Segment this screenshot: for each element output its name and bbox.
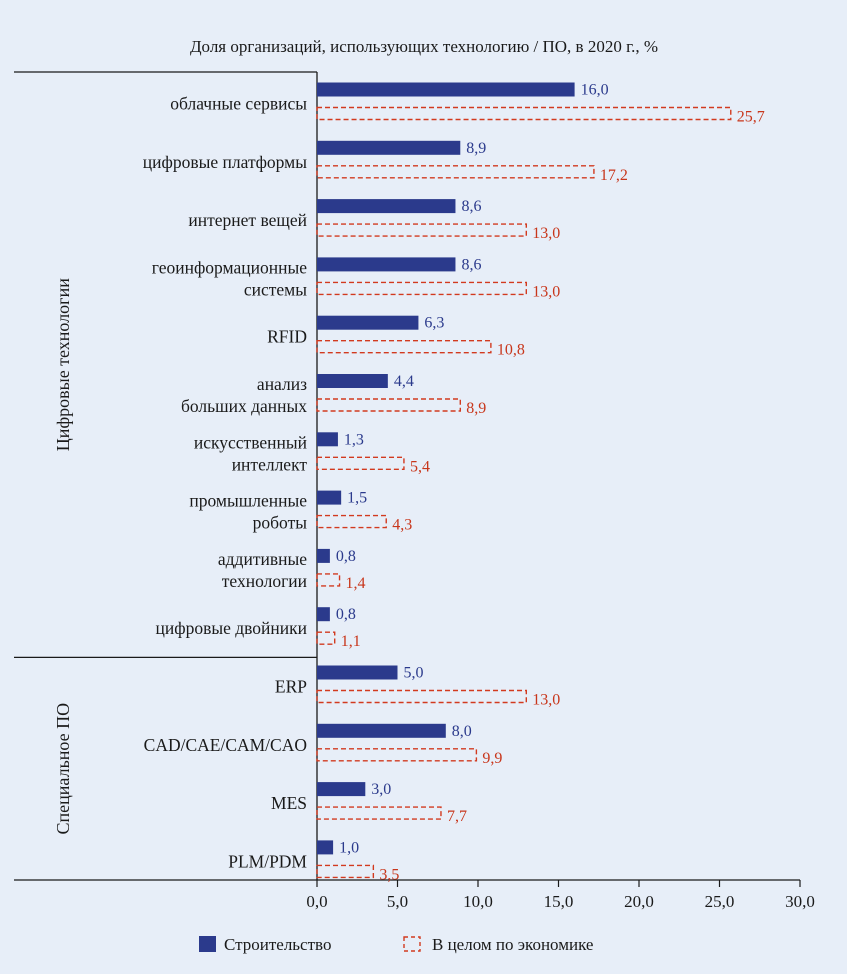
legend-label-construction: Строительство [224, 935, 331, 954]
bar-construction-value-label: 8,9 [466, 140, 486, 157]
bar-construction [317, 140, 461, 155]
bar-construction-value-label: 1,5 [347, 490, 367, 507]
category-label: интернет вещей [188, 210, 307, 230]
bar-economy [316, 223, 528, 237]
bar-economy-value-label: 13,0 [532, 692, 560, 709]
bar-economy-value-label: 9,9 [482, 750, 502, 767]
bar-economy-value-label: 7,7 [447, 808, 467, 825]
bar-economy-value-label: 10,8 [497, 342, 525, 359]
category-label: цифровые двойники [156, 618, 308, 638]
category-label: технологии [222, 571, 307, 591]
category-label: цифровые платформы [143, 152, 307, 172]
category-label: облачные сервисы [170, 94, 307, 114]
bar-construction-value-label: 4,4 [394, 373, 414, 390]
bar-economy [316, 106, 732, 121]
category-label: ERP [275, 677, 307, 697]
legend-label-economy: В целом по экономике [432, 935, 593, 954]
x-tick-label: 25,0 [705, 892, 735, 911]
bar-economy [316, 631, 336, 645]
bar-construction-value-label: 8,6 [461, 256, 481, 273]
bar-construction [317, 257, 456, 272]
category-label: PLM/PDM [228, 851, 307, 871]
category-label: искусственный [194, 432, 307, 452]
bar-economy-value-label: 17,2 [600, 167, 628, 184]
bar-economy [316, 689, 528, 704]
group-label: Цифровые технологии [53, 278, 73, 451]
category-label: системы [244, 279, 307, 299]
bar-economy-value-label: 1,1 [341, 633, 361, 650]
x-tick-label: 5,0 [387, 892, 408, 911]
bar-economy-value-label: 25,7 [737, 109, 765, 126]
chart-title: Доля организаций, использующих технологи… [190, 37, 658, 56]
bar-economy-value-label: 1,4 [346, 575, 366, 592]
bar-economy [316, 573, 341, 587]
bar-construction [317, 840, 334, 855]
bar-construction [317, 490, 342, 505]
bar-economy [316, 864, 375, 879]
bar-construction-value-label: 8,6 [461, 198, 481, 215]
bar-construction [317, 82, 575, 97]
category-label: интеллект [232, 454, 308, 474]
x-tick-label: 15,0 [544, 892, 574, 911]
bar-construction [317, 723, 446, 738]
category-label: промышленные [189, 491, 307, 511]
bar-economy [316, 281, 528, 296]
bar-construction [317, 374, 388, 388]
plot-area: 0,0 5,0 10,0 15,0 20,0 25,0 30,0 Цифровые техно… [14, 71, 815, 911]
bar-construction-value-label: 16,0 [581, 82, 609, 99]
legend-swatch-economy [403, 936, 421, 952]
bar-construction [317, 199, 456, 214]
bar-economy-value-label: 3,5 [379, 866, 399, 883]
category-label: анализ [257, 374, 307, 394]
bar-economy-value-label: 13,0 [532, 225, 560, 242]
bar-economy [316, 398, 461, 412]
bar-construction [317, 607, 330, 622]
bar-economy [316, 340, 492, 354]
x-tick-label: 0,0 [306, 892, 327, 911]
bar-economy [316, 806, 442, 820]
bar-construction-value-label: 6,3 [424, 315, 444, 332]
bar-construction [317, 432, 338, 447]
bar-construction-value-label: 0,8 [336, 606, 356, 623]
bar-construction-value-label: 1,0 [339, 839, 359, 856]
bar-construction [317, 665, 398, 680]
legend-swatch-construction [199, 936, 216, 952]
bar-construction-value-label: 3,0 [371, 781, 391, 798]
category-label: больших данных [181, 396, 307, 416]
x-tick-label: 30,0 [785, 892, 815, 911]
bar-economy [316, 748, 478, 762]
bar-economy [316, 514, 387, 529]
bar-construction-value-label: 8,0 [452, 723, 472, 740]
category-label: роботы [253, 513, 308, 533]
bar-construction-value-label: 0,8 [336, 548, 356, 565]
category-label: CAD/CAE/CAM/CAO [144, 735, 307, 755]
category-label: геоинформационные [152, 257, 307, 277]
bar-economy-value-label: 8,9 [466, 400, 486, 417]
legend: Строительство В целом по экономике [199, 935, 593, 954]
bar-economy-value-label: 4,3 [392, 517, 412, 534]
bar-construction [317, 548, 330, 563]
bar-construction-value-label: 5,0 [404, 665, 424, 682]
category-label: аддитивные [218, 549, 307, 569]
bar-construction [317, 315, 419, 330]
group-label: Специальное ПО [53, 703, 73, 835]
bar-economy [316, 456, 405, 470]
bar-economy [316, 165, 595, 179]
category-label: MES [271, 793, 307, 813]
bar-economy-value-label: 13,0 [532, 283, 560, 300]
category-label: RFID [267, 327, 307, 347]
bar-construction-value-label: 1,3 [344, 431, 364, 448]
x-tick-label: 10,0 [463, 892, 493, 911]
bar-construction [317, 782, 366, 797]
bar-economy-value-label: 5,4 [410, 458, 430, 475]
x-tick-label: 20,0 [624, 892, 654, 911]
